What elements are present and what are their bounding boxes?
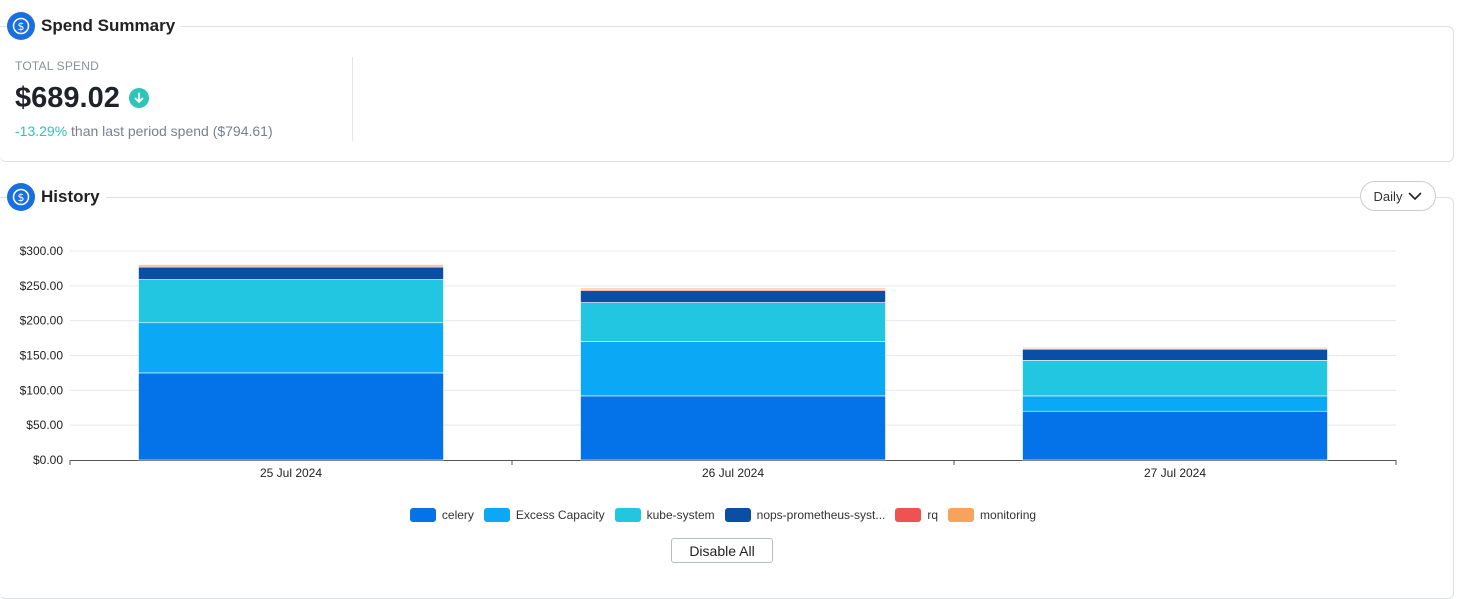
dollar-coin-icon: $ <box>7 183 35 211</box>
history-chart: $0.00 $50.00 $100.00 $150.00 $200.00 $250.00 $… <box>20 244 1397 480</box>
arrow-down-circle-icon <box>129 88 149 108</box>
total-spend-label: TOTAL SPEND <box>15 59 99 73</box>
legend-swatch <box>483 508 510 522</box>
legend-item[interactable]: rq <box>895 508 938 522</box>
y-tick-label: $100.00 <box>20 383 64 397</box>
svg-text:$: $ <box>18 191 25 204</box>
svg-text:$: $ <box>18 20 25 33</box>
legend-swatch <box>895 508 922 522</box>
bar-segment <box>1022 347 1328 349</box>
legend-item[interactable]: kube-system <box>614 508 715 522</box>
spend-summary-title: Spend Summary <box>41 16 176 35</box>
legend-label: kube-system <box>646 508 715 522</box>
bar-segment <box>1022 360 1328 397</box>
bar-segment <box>580 290 886 303</box>
chevron-down-icon <box>1409 192 1422 200</box>
x-tick-label: 25 Jul 2024 <box>260 466 322 480</box>
bar-segment <box>138 372 444 461</box>
bar-segment <box>138 264 444 267</box>
spend-summary-header: $ Spend Summary <box>7 12 182 40</box>
legend-swatch <box>724 508 751 522</box>
bar-segment <box>580 302 886 342</box>
legend-swatch <box>614 508 641 522</box>
period-dropdown-value: Daily <box>1373 188 1403 204</box>
y-tick-label: $150.00 <box>20 349 64 363</box>
dollar-coin-icon: $ <box>7 12 35 40</box>
y-tick-label: $300.00 <box>20 244 64 258</box>
y-tick-label: $50.00 <box>26 418 63 432</box>
legend-label: nops-prometheus-syst... <box>756 508 886 522</box>
period-dropdown[interactable]: Daily <box>1360 181 1436 211</box>
legend-label: monitoring <box>980 508 1037 522</box>
legend-swatch <box>948 508 975 522</box>
spend-summary-panel <box>0 26 1454 162</box>
legend-item[interactable]: Excess Capacity <box>483 508 605 522</box>
bar-segment <box>580 395 886 461</box>
bar-segment <box>138 279 444 324</box>
legend-label: celery <box>441 508 474 522</box>
legend-label: rq <box>927 508 939 522</box>
bar-segment <box>1022 348 1328 361</box>
y-tick-label: $250.00 <box>20 279 64 293</box>
bar-segment <box>138 322 444 374</box>
x-tick-label: 27 Jul 2024 <box>1144 466 1206 480</box>
disable-all-button[interactable]: Disable All <box>671 538 773 563</box>
change-percent: -13.29% <box>15 123 68 139</box>
bar-segment <box>1022 395 1328 412</box>
summary-divider <box>352 57 353 141</box>
x-tick-label: 26 Jul 2024 <box>702 466 764 480</box>
change-description: than last period spend ($794.61) <box>67 123 273 139</box>
period-comparison: -13.29% than last period spend ($794.61) <box>15 123 273 139</box>
bar-segment <box>138 266 444 280</box>
y-tick-label: $0.00 <box>33 453 63 467</box>
bar-segment <box>580 287 886 290</box>
y-tick-label: $200.00 <box>20 314 64 328</box>
total-spend-value: $689.02 <box>15 82 120 114</box>
legend-item[interactable]: nops-prometheus-syst... <box>724 508 886 522</box>
bar-segment <box>580 341 886 397</box>
history-header: $ History <box>7 183 106 211</box>
legend-item[interactable]: monitoring <box>948 508 1036 522</box>
bar-segment <box>1022 410 1328 461</box>
legend-label: Excess Capacity <box>515 508 605 522</box>
chart-legend: celery Excess Capacity kube-system nops-pro… <box>0 508 1446 522</box>
legend-swatch <box>409 508 436 522</box>
legend-item[interactable]: celery <box>409 508 474 522</box>
history-title: History <box>41 187 100 206</box>
